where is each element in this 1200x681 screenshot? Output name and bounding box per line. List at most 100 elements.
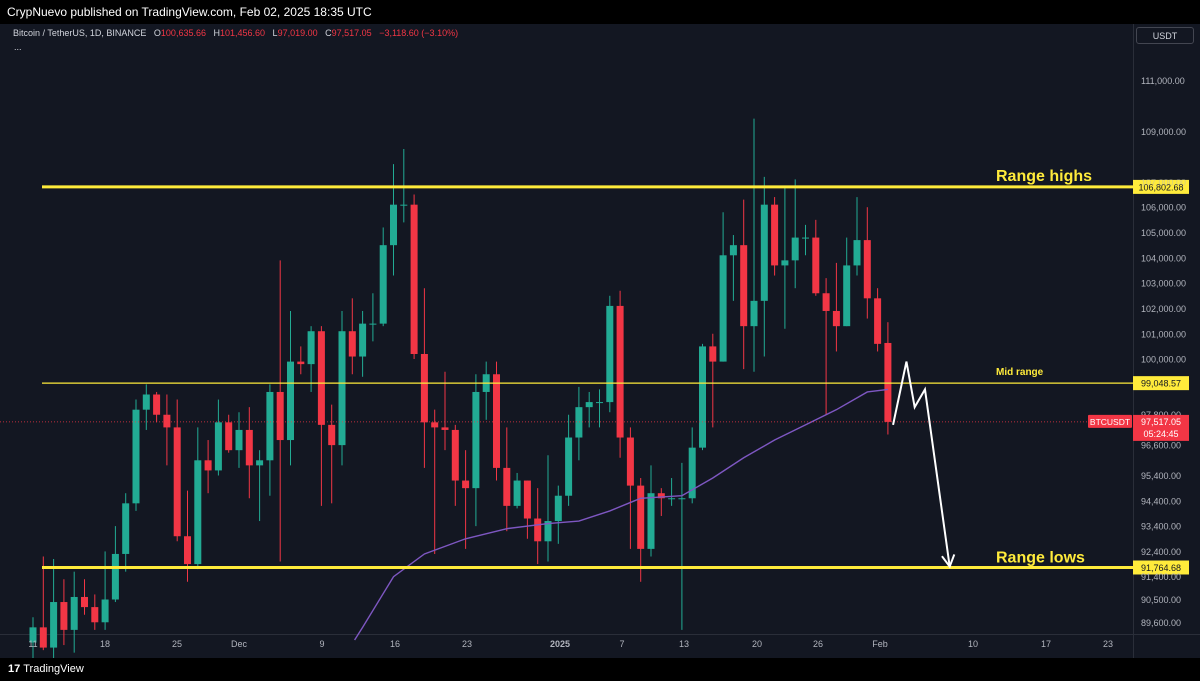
symbol-title: Bitcoin / TetherUS, 1D, BINANCE xyxy=(13,28,147,38)
candlestick-chart: 106,802.68 99,048.57 91,764.68 Range highs M… xyxy=(0,76,1189,658)
candle xyxy=(637,478,645,582)
candles-group xyxy=(29,118,892,658)
candle-body xyxy=(420,354,428,423)
candle-body xyxy=(523,480,531,519)
candle-body xyxy=(163,414,171,428)
symbol-badge xyxy=(1088,414,1132,428)
candle xyxy=(50,559,58,658)
candle-body xyxy=(204,460,212,471)
price-tick-label: 104,000.00 xyxy=(1141,253,1186,263)
candle xyxy=(122,493,130,572)
candle xyxy=(791,179,799,289)
price-tick-label: 92,400.00 xyxy=(1141,547,1181,557)
candle-body xyxy=(637,485,645,549)
currency-selector[interactable]: USDT xyxy=(1136,27,1194,44)
candle-body xyxy=(565,437,573,496)
tradingview-logo[interactable]: 17 xyxy=(8,663,21,675)
mid-range-label: Mid range xyxy=(996,367,1044,378)
candle xyxy=(81,579,88,615)
projection-group xyxy=(892,361,956,569)
candle-body xyxy=(101,599,109,623)
candle-body xyxy=(771,204,779,266)
candle xyxy=(729,235,737,301)
candle xyxy=(101,551,109,630)
projection-arrowhead xyxy=(941,554,956,569)
candle-body xyxy=(297,361,305,365)
time-tick-label: 25 xyxy=(172,639,182,649)
candle xyxy=(297,346,305,375)
candle xyxy=(235,412,243,468)
candle-body xyxy=(194,460,202,565)
candle-body xyxy=(575,407,583,438)
price-tick-label: 93,400.00 xyxy=(1141,522,1181,532)
moving-average-group xyxy=(354,388,888,641)
candle-body xyxy=(256,460,264,466)
price-tick-label: 91,400.00 xyxy=(1141,572,1181,582)
candle-body xyxy=(225,422,233,451)
candle xyxy=(668,478,676,506)
countdown-text: 05:24:45 xyxy=(1143,429,1178,439)
candle xyxy=(462,450,470,549)
price-tick-label: 103,000.00 xyxy=(1141,279,1186,289)
candle xyxy=(863,207,871,319)
time-tick-label: 10 xyxy=(968,639,978,649)
candle-body xyxy=(688,447,696,499)
candle-body xyxy=(245,429,253,466)
price-tick-label: 101,000.00 xyxy=(1141,329,1186,339)
candle-body xyxy=(585,402,593,408)
candle-body xyxy=(431,422,439,428)
time-scale[interactable] xyxy=(0,634,1133,658)
candle xyxy=(472,374,480,527)
level-badge xyxy=(1133,560,1189,575)
symbol-legend[interactable]: Bitcoin / TetherUS, 1D, BINANCE O100,635… xyxy=(13,28,458,38)
low-value: 97,019.00 xyxy=(277,28,318,38)
candle-body xyxy=(874,298,882,344)
level-badge xyxy=(1133,179,1189,194)
candle xyxy=(214,399,222,476)
candle xyxy=(348,298,356,375)
candle-body xyxy=(534,518,542,542)
candle-body xyxy=(60,602,68,630)
candle-body xyxy=(729,245,737,256)
close-label: C xyxy=(325,28,332,38)
axis-labels-group: 111,000.00 109,000.00 106,000.00 105,000.00… xyxy=(28,76,1189,649)
candle-body xyxy=(50,602,58,648)
candle xyxy=(307,326,315,392)
price-tick-label: 102,000.00 xyxy=(1141,304,1186,314)
candle xyxy=(153,391,161,423)
time-tick-label: 20 xyxy=(752,639,762,649)
candle xyxy=(410,194,418,360)
time-tick-label: 23 xyxy=(462,639,472,649)
candle-body xyxy=(132,409,140,504)
time-tick-label: 9 xyxy=(319,639,324,649)
candle-body xyxy=(184,536,191,565)
candle xyxy=(843,237,851,327)
candle-body xyxy=(441,427,449,430)
candle-body xyxy=(760,204,768,301)
candle-body xyxy=(472,391,480,489)
candle xyxy=(451,424,459,506)
candle xyxy=(699,343,706,451)
candle-body xyxy=(812,237,820,294)
legend-more-icon[interactable]: ... xyxy=(14,42,22,52)
candle xyxy=(657,488,665,516)
candle xyxy=(647,465,655,557)
candle xyxy=(565,414,573,506)
candle xyxy=(802,224,809,256)
price-scale[interactable] xyxy=(1133,24,1200,634)
candle xyxy=(596,389,603,428)
candle xyxy=(91,594,99,630)
time-tick-label: 7 xyxy=(619,639,624,649)
candle xyxy=(379,227,387,327)
time-tick-label: Dec xyxy=(231,639,248,649)
candle-body xyxy=(668,498,676,500)
time-tick-label: 23 xyxy=(1103,639,1113,649)
candle xyxy=(575,386,583,461)
last-price-badge xyxy=(1133,414,1189,441)
tradingview-brand[interactable]: TradingView xyxy=(23,663,84,675)
candle xyxy=(513,472,521,509)
candle-body xyxy=(359,323,367,357)
candle xyxy=(554,485,562,544)
candle-body xyxy=(348,331,356,357)
candle xyxy=(812,219,820,296)
